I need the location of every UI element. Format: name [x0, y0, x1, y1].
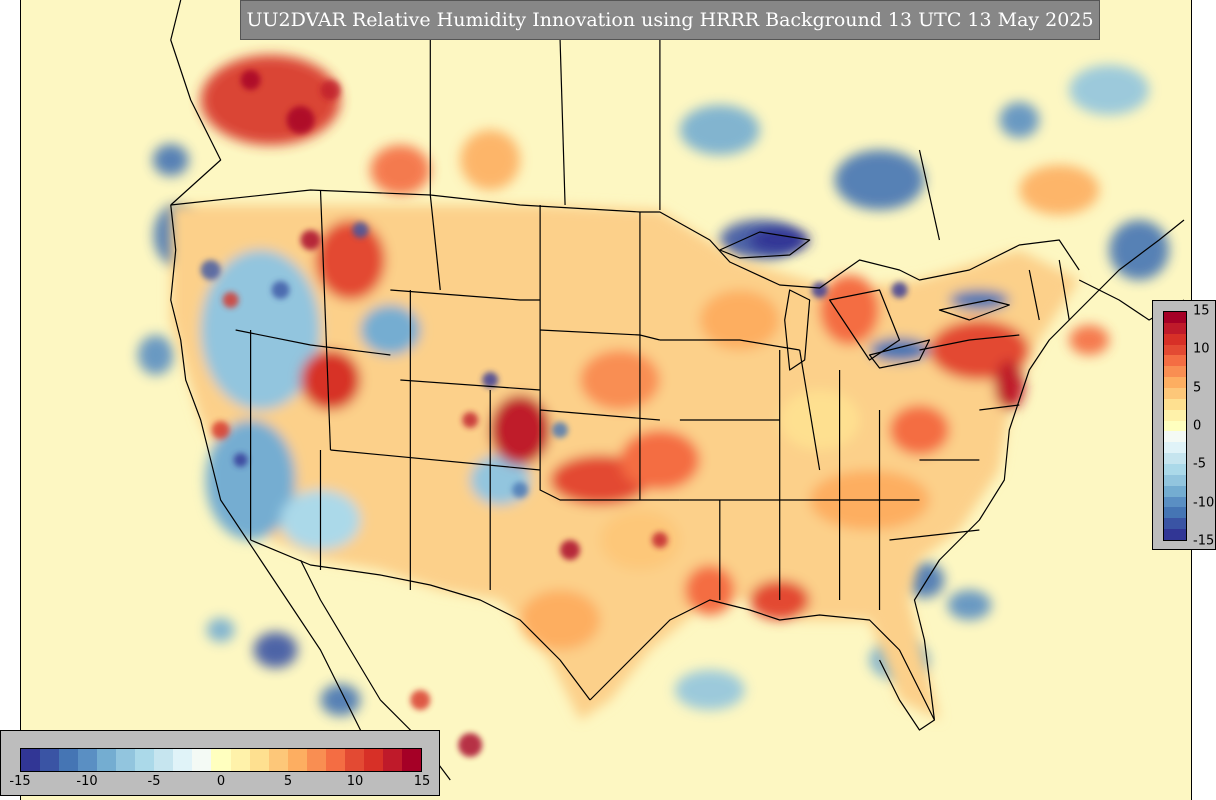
colorbar-horizontal-gradient — [20, 748, 422, 772]
colorbar-segment — [1164, 485, 1186, 497]
colorbar-segment — [268, 749, 288, 771]
colorbar-segment — [1164, 442, 1186, 454]
colorbar-segment — [1164, 518, 1186, 530]
colorbar-segment — [1164, 420, 1186, 432]
colorbar-tick: 15 — [1193, 303, 1210, 319]
colorbar-segment — [382, 749, 402, 771]
colorbar-segment — [1164, 474, 1186, 486]
colorbar-segment — [1164, 333, 1186, 345]
colorbar-segment — [306, 749, 326, 771]
colorbar-vertical: 15 10 5 0 -5 -10 -15 — [1152, 300, 1216, 550]
colorbar-tick: 10 — [346, 774, 364, 789]
colorbar-segment — [173, 749, 193, 771]
colorbar-tick: 10 — [1193, 341, 1210, 357]
colorbar-horizontal: -15 -10 -5 0 5 10 15 — [0, 730, 440, 796]
colorbar-segment — [1164, 529, 1186, 541]
colorbar-tick: -10 — [1193, 495, 1215, 511]
colorbar-tick: -5 — [147, 774, 161, 789]
colorbar-segment — [249, 749, 269, 771]
colorbar-segment — [1164, 322, 1186, 334]
colorbar-segment — [135, 749, 155, 771]
colorbar-segment — [1164, 355, 1186, 367]
colorbar-segment — [325, 749, 345, 771]
colorbar-segment — [59, 749, 79, 771]
colorbar-segment — [1164, 496, 1186, 508]
colorbar-segment — [1164, 398, 1186, 410]
colorbar-segment — [192, 749, 212, 771]
conus-field — [170, 205, 1080, 720]
colorbar-segment — [1164, 344, 1186, 356]
colorbar-tick: -5 — [1193, 456, 1206, 472]
colorbar-tick: 5 — [1193, 380, 1202, 396]
colorbar-segment — [1164, 453, 1186, 465]
colorbar-segment — [1164, 312, 1186, 323]
colorbar-segment — [287, 749, 307, 771]
colorbar-segment — [1164, 431, 1186, 443]
colorbar-segment — [40, 749, 60, 771]
colorbar-tick: 0 — [1193, 418, 1202, 434]
colorbar-segment — [401, 749, 421, 771]
colorbar-segment — [1164, 377, 1186, 389]
colorbar-tick: -10 — [76, 774, 98, 789]
colorbar-segment — [1164, 388, 1186, 399]
map-canvas — [137, 0, 1185, 781]
map-title: UU2DVAR Relative Humidity Innovation usi… — [240, 0, 1100, 40]
colorbar-segment — [363, 749, 383, 771]
colorbar-segment — [78, 749, 98, 771]
colorbar-tick: -15 — [1193, 533, 1215, 549]
colorbar-segment — [116, 749, 136, 771]
colorbar-segment — [1164, 464, 1186, 475]
colorbar-tick: 15 — [413, 774, 431, 789]
map-boundaries — [170, 0, 1185, 781]
colorbar-segment — [230, 749, 250, 771]
colorbar-segment — [1164, 507, 1186, 519]
colorbar-vertical-gradient — [1163, 311, 1187, 541]
colorbar-tick: -15 — [9, 774, 31, 789]
colorbar-segment — [154, 749, 174, 771]
colorbar-tick: 0 — [216, 774, 226, 789]
innovation-map — [20, 0, 1192, 800]
colorbar-segment — [97, 749, 117, 771]
colorbar-segment — [1164, 366, 1186, 378]
colorbar-segment — [1164, 409, 1186, 421]
colorbar-segment — [211, 749, 231, 771]
noise-detail — [200, 70, 908, 757]
colorbar-segment — [344, 749, 364, 771]
colorbar-segment — [21, 749, 41, 771]
innovation-field — [137, 55, 1170, 716]
colorbar-tick: 5 — [283, 774, 293, 789]
